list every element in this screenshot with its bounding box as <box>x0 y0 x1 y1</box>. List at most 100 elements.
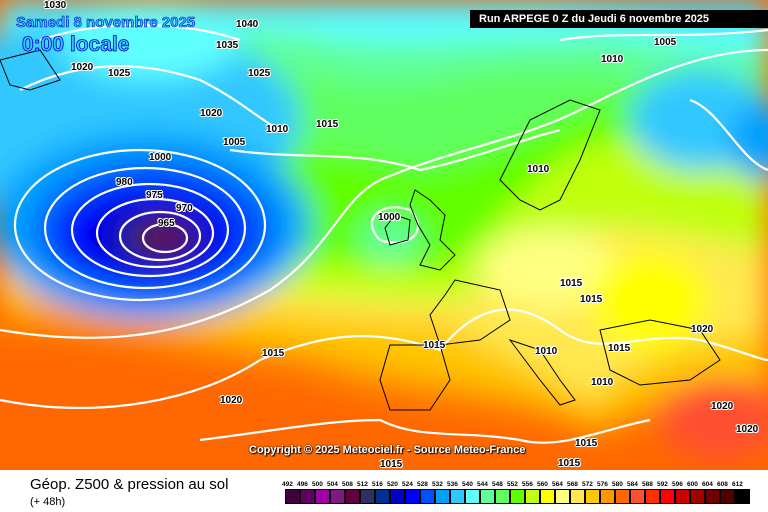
legend-swatch: 496 <box>297 480 315 504</box>
legend-swatch: 584 <box>627 480 645 504</box>
legend-value: 580 <box>612 481 623 488</box>
legend-value: 508 <box>342 481 353 488</box>
legend-swatch: 560 <box>537 480 555 504</box>
legend-swatch: 492 <box>282 480 300 504</box>
legend-value: 544 <box>477 481 488 488</box>
legend-footer: Géop. Z500 & pression au sol (+ 48h) 492… <box>0 470 768 512</box>
legend-color <box>690 489 705 504</box>
legend-value: 496 <box>297 481 308 488</box>
legend-swatch: 556 <box>522 480 540 504</box>
legend-swatch: 532 <box>432 480 450 504</box>
legend-color <box>525 489 540 504</box>
legend-color <box>495 489 510 504</box>
legend-value: 500 <box>312 481 323 488</box>
legend-color <box>645 489 660 504</box>
isobar-label: 1020 <box>71 62 94 73</box>
isobar-label: 1005 <box>654 37 677 48</box>
isobar-label: 1010 <box>527 164 550 175</box>
isobar-label: 1020 <box>691 324 714 335</box>
legend-swatch: 580 <box>612 480 630 504</box>
legend-swatch: 612 <box>732 480 750 504</box>
isobar-label: 980 <box>116 177 133 188</box>
legend-color <box>720 489 735 504</box>
legend-value: 536 <box>447 481 458 488</box>
isobar-label: 1025 <box>108 68 131 79</box>
weather-map: Samedi 8 novembre 2025 0:00 locale Run A… <box>0 0 768 470</box>
isobar-label: 1015 <box>560 278 583 289</box>
legend-value: 548 <box>492 481 503 488</box>
isobar-label: 1030 <box>44 0 67 11</box>
legend-color <box>480 489 495 504</box>
legend-value: 516 <box>372 481 383 488</box>
isobar-label: 1020 <box>200 108 223 119</box>
legend-color <box>615 489 630 504</box>
legend-color <box>600 489 615 504</box>
isobar-label: 1020 <box>220 395 243 406</box>
legend-color <box>705 489 720 504</box>
legend-value: 492 <box>282 481 293 488</box>
legend-color <box>360 489 375 504</box>
legend-value: 512 <box>357 481 368 488</box>
legend-swatch: 564 <box>552 480 570 504</box>
legend-value: 596 <box>672 481 683 488</box>
legend-color <box>330 489 345 504</box>
legend-value: 576 <box>597 481 608 488</box>
legend-swatch: 604 <box>702 480 720 504</box>
legend-swatch: 512 <box>357 480 375 504</box>
legend-color <box>540 489 555 504</box>
legend-value: 560 <box>537 481 548 488</box>
isobar-label: 1040 <box>236 19 259 30</box>
legend-swatch: 608 <box>717 480 735 504</box>
legend-color <box>555 489 570 504</box>
isobar-label: 965 <box>158 218 175 229</box>
legend-swatch: 552 <box>507 480 525 504</box>
color-scale: 492 496 500 504 508 512 516 520 524 528 532 536 540 5… <box>282 480 750 504</box>
legend-color <box>585 489 600 504</box>
isobar-label: 1015 <box>262 348 285 359</box>
isobar-label: 1015 <box>380 459 403 470</box>
legend-swatch: 572 <box>582 480 600 504</box>
legend-value: 540 <box>462 481 473 488</box>
isobar-label: 1010 <box>535 346 558 357</box>
legend-swatch: 600 <box>687 480 705 504</box>
legend-color <box>315 489 330 504</box>
isobar-label: 1000 <box>378 212 401 223</box>
isobar-label: 1015 <box>423 340 446 351</box>
legend-color <box>405 489 420 504</box>
isobar-label: 1020 <box>711 401 734 412</box>
legend-color <box>420 489 435 504</box>
legend-value: 604 <box>702 481 713 488</box>
legend-color <box>510 489 525 504</box>
legend-value: 520 <box>387 481 398 488</box>
legend-swatch: 568 <box>567 480 585 504</box>
legend-swatch: 544 <box>477 480 495 504</box>
run-label: Run ARPEGE 0 Z du Jeudi 6 novembre 2025 <box>470 10 768 28</box>
legend-color <box>570 489 585 504</box>
legend-value: 572 <box>582 481 593 488</box>
legend-value: 568 <box>567 481 578 488</box>
isobar-label: 1035 <box>216 40 239 51</box>
isobar-label: 1010 <box>266 124 289 135</box>
legend-value: 504 <box>327 481 338 488</box>
isobar-label: 1015 <box>575 438 598 449</box>
isobar-label: 975 <box>146 190 163 201</box>
isobar-label: 1020 <box>736 424 759 435</box>
legend-color <box>345 489 360 504</box>
legend-value: 552 <box>507 481 518 488</box>
legend-color <box>675 489 690 504</box>
legend-swatch: 520 <box>387 480 405 504</box>
isobar-label: 1015 <box>558 458 581 469</box>
isobar-label: 1010 <box>601 54 624 65</box>
legend-color <box>300 489 315 504</box>
forecast-time: 0:00 locale <box>22 33 130 57</box>
legend-color <box>465 489 480 504</box>
isobar-label: 1005 <box>223 137 246 148</box>
legend-swatch: 528 <box>417 480 435 504</box>
legend-swatch: 536 <box>447 480 465 504</box>
geopotential-field <box>0 0 768 470</box>
legend-value: 524 <box>402 481 413 488</box>
legend-swatch: 508 <box>342 480 360 504</box>
isobar-label: 1010 <box>591 377 614 388</box>
isobars <box>0 23 768 444</box>
copyright: Copyright © 2025 Meteociel.fr - Source M… <box>249 444 526 456</box>
